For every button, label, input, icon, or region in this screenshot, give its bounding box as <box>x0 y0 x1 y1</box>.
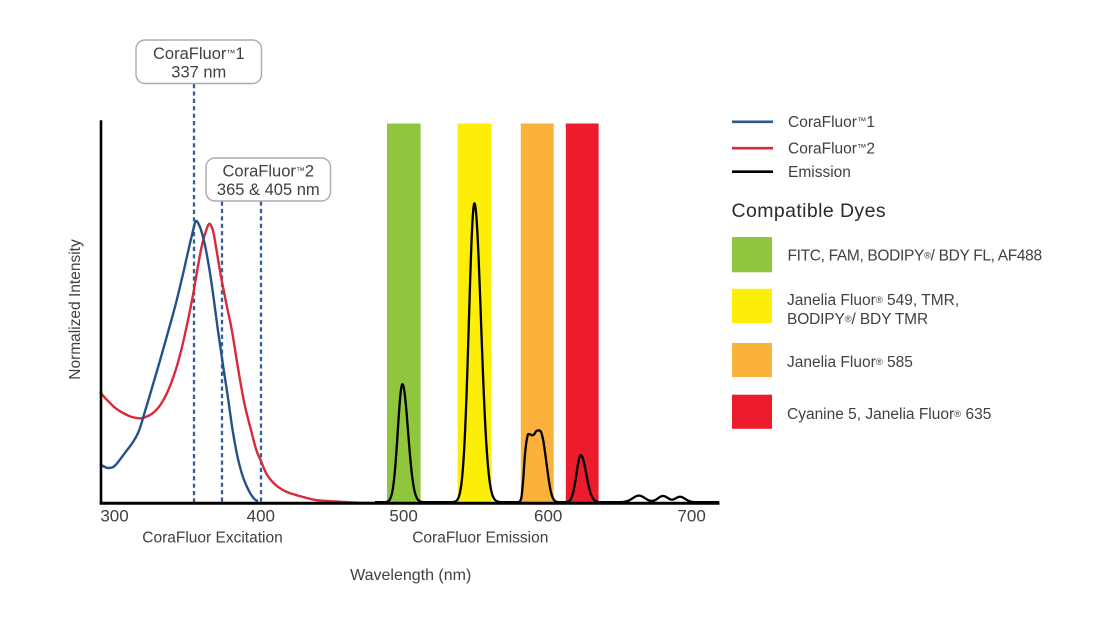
svg-text:Normalized Intensity: Normalized Intensity <box>67 239 84 380</box>
svg-text:600: 600 <box>534 507 562 526</box>
svg-text:Cyanine 5, Janelia Fluor® 635: Cyanine 5, Janelia Fluor® 635 <box>787 406 991 423</box>
svg-text:CoraFluor™1: CoraFluor™1 <box>153 45 245 63</box>
svg-text:400: 400 <box>247 507 275 526</box>
svg-text:337 nm: 337 nm <box>171 63 226 81</box>
svg-text:Compatible Dyes: Compatible Dyes <box>732 200 886 222</box>
svg-text:Emission: Emission <box>788 164 851 181</box>
svg-text:FITC, FAM, BODIPY®/ BDY FL, AF: FITC, FAM, BODIPY®/ BDY FL, AF488 <box>788 248 1042 265</box>
svg-text:Wavelength (nm): Wavelength (nm) <box>350 567 471 584</box>
svg-text:365 & 405 nm: 365 & 405 nm <box>217 181 320 199</box>
svg-text:300: 300 <box>100 507 128 526</box>
svg-text:Janelia Fluor® 585: Janelia Fluor® 585 <box>787 354 913 371</box>
svg-text:CoraFluor™1: CoraFluor™1 <box>788 114 875 131</box>
svg-text:CoraFluor Emission: CoraFluor Emission <box>412 530 548 547</box>
svg-text:CoraFluor Excitation: CoraFluor Excitation <box>142 530 282 547</box>
svg-text:CoraFluor™2: CoraFluor™2 <box>223 163 315 181</box>
svg-text:700: 700 <box>677 507 705 526</box>
svg-text:CoraFluor™2: CoraFluor™2 <box>788 141 875 158</box>
svg-text:500: 500 <box>389 507 417 526</box>
svg-text:Janelia Fluor® 549, TMR,: Janelia Fluor® 549, TMR, <box>787 292 959 309</box>
svg-text:BODIPY®/ BDY TMR: BODIPY®/ BDY TMR <box>787 311 928 328</box>
